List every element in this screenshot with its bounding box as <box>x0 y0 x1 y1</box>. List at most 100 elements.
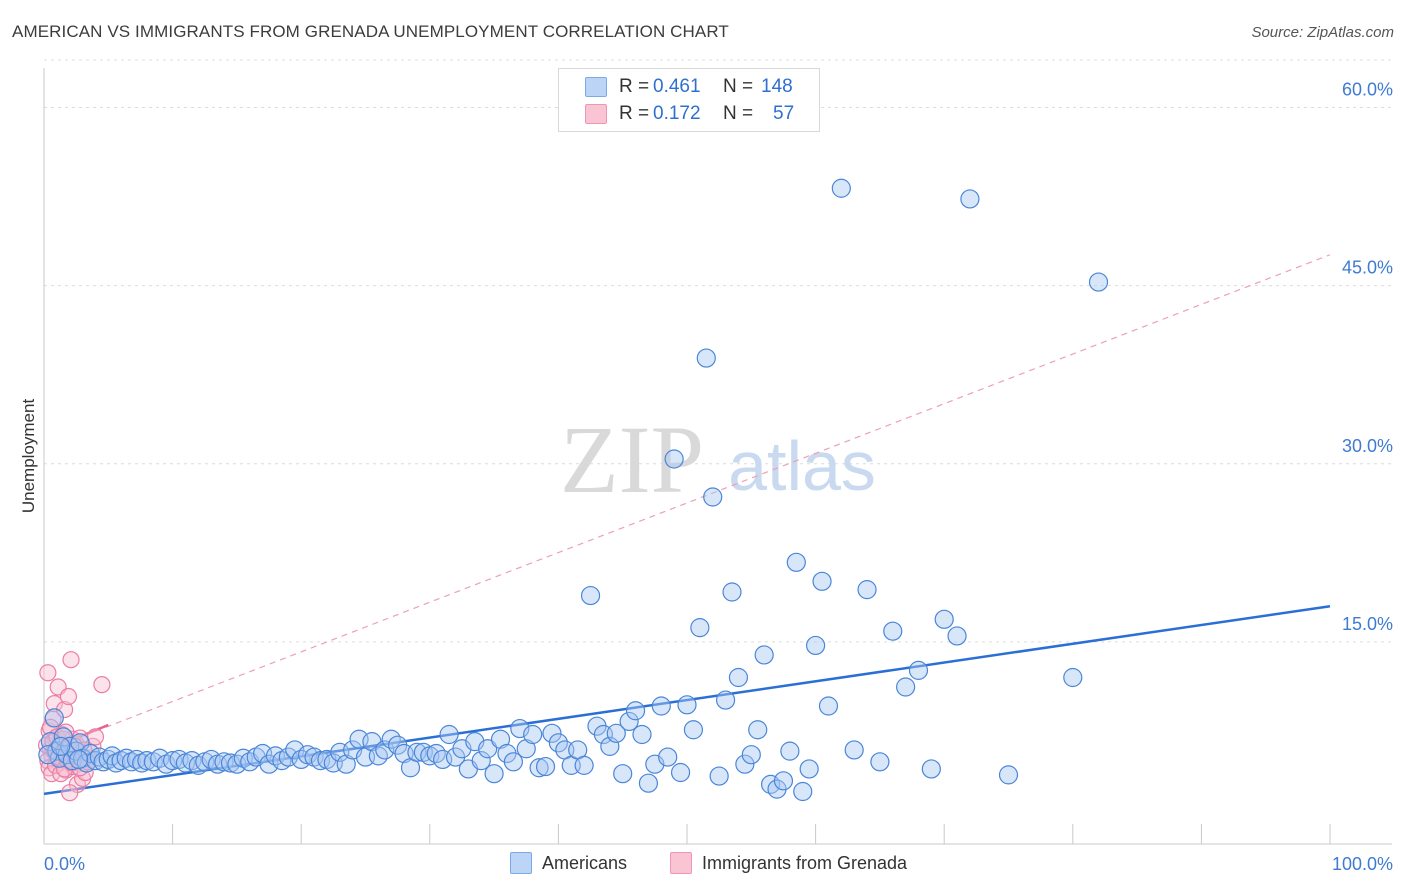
american-point <box>709 766 729 786</box>
american-point <box>606 723 626 743</box>
american-point <box>106 753 126 773</box>
american-point <box>883 621 903 641</box>
american-point <box>613 764 633 784</box>
y-tick-label: 30.0% <box>1342 436 1393 456</box>
american-point <box>748 720 768 740</box>
american-point <box>844 740 864 760</box>
grid-lines <box>44 59 1392 643</box>
american-point <box>960 189 980 209</box>
legend-n-label: N = <box>723 76 754 97</box>
american-point <box>998 765 1019 785</box>
grenada-point <box>39 664 57 682</box>
legend-r-label: R = <box>619 76 650 97</box>
bottom-legend-swatch-americans <box>510 852 532 874</box>
american-point <box>632 724 652 745</box>
american-point <box>947 626 967 646</box>
american-point <box>1063 667 1083 688</box>
bottom-legend-grenada: Immigrants from Grenada <box>670 852 907 874</box>
grenada-point <box>45 695 63 713</box>
grenada-point <box>93 676 111 694</box>
american-point <box>638 773 659 793</box>
american-point <box>741 745 761 765</box>
american-point <box>285 740 305 760</box>
american-point <box>116 748 136 768</box>
american-point <box>934 609 954 629</box>
bottom-legend-swatch-grenada <box>670 852 692 874</box>
x-tick-label-max: 100.0% <box>1332 854 1393 874</box>
axes <box>43 68 1392 845</box>
y-tick-label: 60.0% <box>1342 80 1393 100</box>
legend-swatch-americans <box>585 77 607 97</box>
grenada-point <box>62 651 80 669</box>
source-credit: Source: ZipAtlas.com <box>1251 24 1394 41</box>
american-point <box>805 635 826 656</box>
bottom-legend-label-grenada: Immigrants from Grenada <box>702 852 908 873</box>
american-points <box>38 178 1109 802</box>
legend-n-value: 148 <box>761 76 793 97</box>
american-point <box>921 759 941 779</box>
american-point <box>625 701 646 721</box>
american-point <box>542 723 562 743</box>
american-point <box>523 724 543 745</box>
american-point <box>728 667 749 688</box>
american-point <box>490 729 511 749</box>
american-point <box>786 552 806 572</box>
legend-swatch-grenada <box>585 104 607 124</box>
legend-n-label: N = <box>723 103 754 124</box>
y-tick-label: 45.0% <box>1342 258 1393 278</box>
american-point <box>896 677 916 697</box>
american-point <box>619 711 639 732</box>
x-tick-label-min: 0.0% <box>44 854 85 874</box>
american-point <box>484 764 504 784</box>
american-point <box>516 739 536 759</box>
american-point <box>831 178 851 198</box>
grenada-trend-extended <box>43 254 1331 752</box>
bottom-legend-label-americans: Americans <box>542 852 628 873</box>
grenada-point <box>86 728 105 746</box>
american-point <box>773 771 794 791</box>
grenada-point <box>43 765 61 783</box>
watermark-zip: ZIP <box>560 406 704 513</box>
american-point <box>111 751 131 771</box>
american-point <box>439 724 459 745</box>
american-point <box>1088 272 1109 292</box>
american-point <box>658 747 678 767</box>
chart-title: AMERICAN VS IMMIGRANTS FROM GRENADA UNEM… <box>12 22 729 41</box>
american-point <box>574 755 594 775</box>
american-point <box>793 781 813 802</box>
american-point <box>870 752 890 772</box>
american-point <box>703 487 723 507</box>
american-point <box>690 618 710 638</box>
grenada-point <box>59 687 78 706</box>
american-point <box>754 645 774 665</box>
american-point <box>375 740 395 760</box>
american-point <box>121 752 142 772</box>
american-point <box>677 695 697 715</box>
american-point <box>696 348 716 368</box>
legend-row-americans: R = 0.461 N = 148 <box>585 75 793 99</box>
american-point <box>126 749 147 770</box>
american-point <box>535 756 556 777</box>
american-point <box>471 751 491 771</box>
legend-box: R = 0.461 N = 148 R = 0.172 N = 57 <box>558 68 820 132</box>
american-point <box>580 585 601 606</box>
legend-row-grenada: R = 0.172 N = 57 <box>585 102 794 126</box>
american-point <box>478 739 498 759</box>
american-point <box>503 752 523 772</box>
american-point <box>69 749 89 770</box>
american-point <box>664 449 684 469</box>
watermark-atlas: atlas <box>728 427 876 505</box>
grenada-point <box>61 784 79 802</box>
american-point <box>51 736 71 756</box>
american-point <box>683 720 704 740</box>
american-point <box>799 759 819 779</box>
american-point <box>812 571 832 591</box>
american-point <box>220 753 241 773</box>
american-point <box>722 582 742 602</box>
american-point <box>735 754 755 774</box>
american-point <box>651 696 671 716</box>
y-axis-label: Unemployment <box>19 399 38 514</box>
american-point <box>44 708 64 728</box>
legend-r-label: R = <box>619 103 650 124</box>
